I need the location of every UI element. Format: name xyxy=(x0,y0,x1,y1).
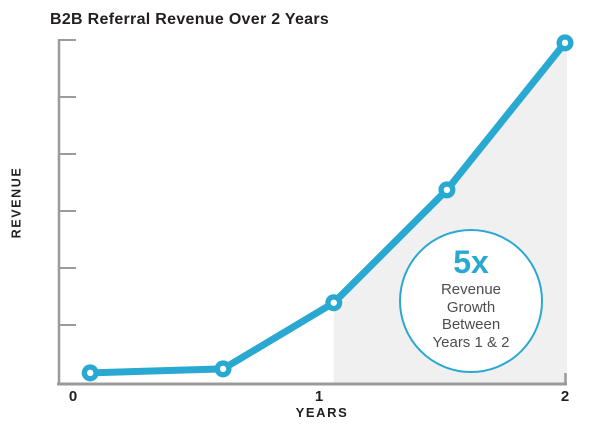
data-point-marker-hole xyxy=(219,365,227,373)
annotation-line: Years 1 & 2 xyxy=(432,333,510,351)
x-tick-label-0: 0 xyxy=(68,388,78,405)
data-point-marker-hole xyxy=(561,39,569,47)
annotation-line: Revenue xyxy=(440,281,502,298)
data-point-marker-hole xyxy=(330,299,337,306)
annotation-headline: 5x xyxy=(453,244,489,280)
data-point-marker-hole xyxy=(87,369,94,377)
x-tick-label-1: 1 xyxy=(314,388,324,405)
annotation-circle: 5x Revenue Growth Between Years 1 & 2 xyxy=(399,229,543,373)
x-tick-label-2: 2 xyxy=(560,388,570,405)
x-axis-label: YEARS xyxy=(295,405,349,420)
y-axis-label: REVENUE xyxy=(9,166,24,239)
data-point-marker-hole xyxy=(443,186,451,194)
annotation-line: Growth xyxy=(446,298,496,316)
annotation-line: Between xyxy=(441,316,501,333)
chart-title: B2B Referral Revenue Over 2 Years xyxy=(50,11,330,28)
